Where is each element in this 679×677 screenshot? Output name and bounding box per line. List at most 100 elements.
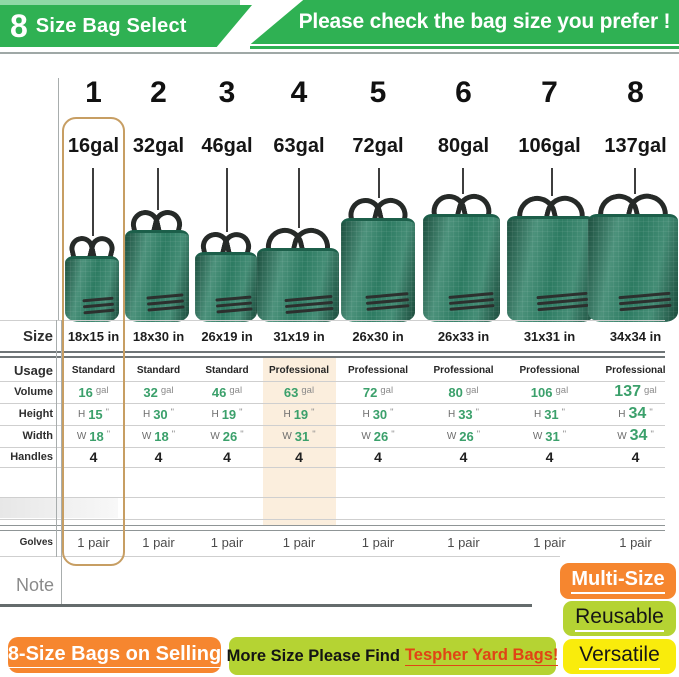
label-column-line	[61, 320, 62, 557]
col-8-size: 34x34 in	[609, 329, 662, 344]
height-value: 15	[88, 406, 103, 422]
column-number-row: 1 2 3 4 5 6 7 8	[0, 70, 679, 116]
size-row: Size 18x15 in 18x30 in 26x19 in 31x19 in…	[0, 321, 679, 352]
height-value: 33	[458, 406, 473, 422]
tespher-yard-bags-link[interactable]: Tespher Yard Bags!	[404, 646, 559, 666]
col-1-width: W 18 "	[62, 425, 125, 447]
col-6-handles: 4	[459, 449, 468, 465]
gloves-row-label: Golves	[19, 537, 53, 548]
inch-mark: "	[390, 406, 394, 418]
divider	[0, 497, 665, 498]
volume-value: 137	[614, 383, 641, 400]
pointer-line-3	[226, 168, 228, 232]
volume-row-label: Volume	[14, 386, 53, 398]
col-4-number: 4	[290, 76, 308, 109]
col-8-usage: Professional	[605, 364, 666, 376]
width-value: 26	[459, 428, 474, 444]
inch-mark: "	[311, 406, 315, 418]
col-2-usage: Standard	[136, 364, 181, 376]
bag-straps	[448, 289, 495, 314]
col-3-handles: 4	[223, 449, 231, 465]
col-7-height: H 31 "	[507, 403, 592, 425]
col-6-gloves: 1 pair	[447, 535, 480, 550]
col-6-usage: Professional	[433, 364, 494, 376]
size-row-label: Size	[22, 328, 53, 345]
bag-body	[65, 256, 119, 322]
col-1-number: 1	[85, 76, 102, 109]
badge-title: Size Bag Select	[35, 14, 187, 37]
volume-unit: gal	[160, 384, 174, 396]
width-value: 26	[222, 428, 238, 444]
col-5-width: W 26 "	[336, 425, 420, 447]
bag-straps	[215, 293, 253, 317]
volume-unit: gal	[644, 384, 657, 396]
col-3-gallons: 46gal	[201, 134, 253, 157]
height-value: 19	[221, 406, 237, 422]
divider	[0, 519, 665, 520]
col-3-size: 26x19 in	[201, 329, 253, 344]
gallons-row: 16gal 32gal 46gal 63gal 72gal 80gal 106g…	[0, 128, 679, 164]
width-prefix: W	[141, 430, 152, 442]
multi-size-label: Multi-Size	[571, 568, 665, 594]
col-5-gallons: 72gal	[352, 134, 404, 157]
col-7-volume: 106 gal	[507, 381, 592, 403]
volume-value: 80	[448, 384, 463, 400]
width-value: 26	[373, 428, 389, 444]
col-8-number: 8	[627, 76, 644, 109]
col-4-height: H 19 "	[262, 403, 336, 425]
bag-straps	[284, 292, 334, 317]
label-column-line	[56, 320, 57, 557]
banner-underline	[250, 46, 679, 49]
col-5-size: 26x30 in	[352, 329, 404, 344]
volume-unit: gal	[95, 384, 109, 396]
col-4-size: 31x19 in	[273, 329, 325, 344]
col-3-number: 3	[218, 76, 236, 109]
col-3-width: W 26 "	[192, 425, 262, 447]
garden-bag-image-5	[341, 194, 415, 322]
inch-mark: "	[561, 406, 566, 418]
bag-straps	[365, 289, 410, 314]
divider	[0, 381, 665, 382]
pointer-line-4	[298, 168, 300, 228]
inch-mark: "	[106, 428, 111, 440]
garden-bag-image-7	[507, 191, 595, 322]
bottom-divider	[0, 604, 532, 607]
volume-value: 72	[362, 384, 378, 400]
left-gray-strip	[0, 498, 118, 518]
height-value: 30	[372, 406, 388, 422]
divider	[0, 403, 665, 404]
volume-value: 32	[143, 384, 158, 400]
selling-badge: 8-Size Bags on Selling	[7, 637, 222, 673]
col-1-volume: 16 gal	[62, 381, 125, 403]
versatile-tag: Versatile	[563, 639, 676, 674]
divider	[0, 556, 560, 557]
garden-bag-image-4	[257, 223, 339, 322]
width-prefix: W	[210, 430, 220, 442]
col-5-gloves: 1 pair	[361, 535, 395, 550]
col-3-gloves: 1 pair	[210, 535, 244, 550]
col-3-height: H 19 "	[192, 403, 262, 425]
width-value: 18	[89, 428, 104, 444]
col-7-width: W 31 "	[507, 425, 592, 447]
height-value: 19	[293, 406, 309, 422]
col-1-gloves: 1 pair	[77, 535, 110, 550]
bag-body	[125, 230, 189, 322]
volume-value: 16	[78, 384, 93, 400]
inch-mark: "	[475, 406, 480, 418]
bag-body	[507, 216, 595, 322]
col-7-size: 31x31 in	[523, 329, 576, 344]
usage-row: Usage Standard Standard Standard Profess…	[0, 359, 679, 381]
height-prefix: H	[533, 408, 542, 420]
width-value: 31	[545, 428, 560, 444]
pointer-line-5	[378, 168, 380, 198]
pointer-line-8	[634, 168, 636, 194]
col-2-handles: 4	[154, 449, 163, 465]
col-8-width: W 34 "	[592, 425, 679, 447]
col-8-handles: 4	[631, 449, 640, 465]
usage-row-label: Usage	[13, 362, 53, 378]
col-2-number: 2	[150, 76, 167, 109]
height-prefix: H	[618, 408, 626, 420]
width-value: 34	[629, 427, 648, 444]
inch-mark: "	[240, 428, 244, 440]
inch-mark: "	[171, 428, 176, 440]
